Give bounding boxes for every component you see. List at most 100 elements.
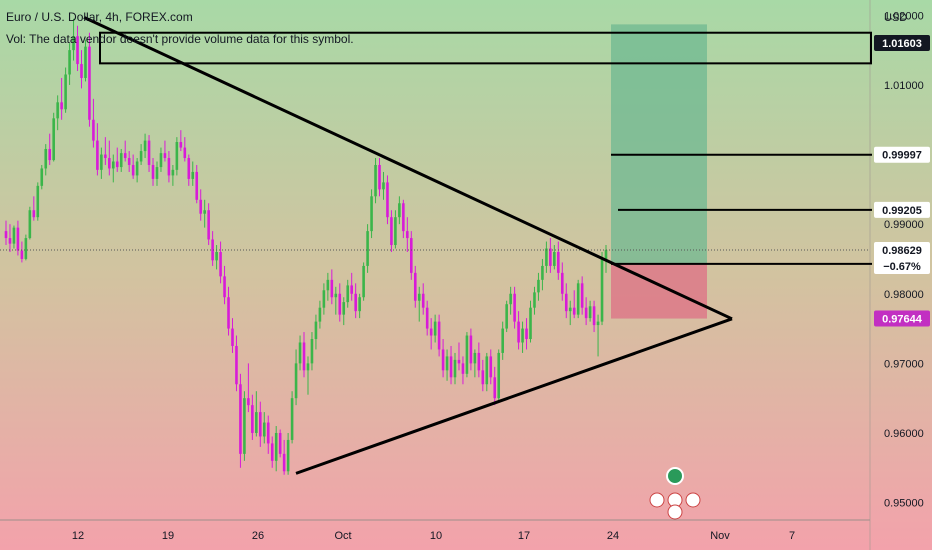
candle-body — [48, 148, 52, 161]
x-tick-label: 24 — [607, 530, 619, 542]
candle — [326, 272, 330, 301]
candle — [227, 286, 230, 336]
candle — [115, 147, 119, 172]
candle — [48, 133, 52, 165]
resistance-zone-box — [99, 31, 872, 65]
logo-badge — [649, 467, 701, 520]
price-tag: 0.99205 — [874, 201, 930, 218]
candle — [342, 297, 346, 326]
candle — [259, 401, 262, 447]
candle-body — [183, 147, 187, 159]
candle-body — [44, 148, 48, 169]
y-tick-label: 0.95000 — [884, 498, 924, 510]
candle-body — [604, 249, 608, 259]
candle — [32, 196, 36, 221]
candle-body — [549, 248, 552, 266]
candle-body — [243, 398, 246, 454]
candle — [386, 175, 389, 225]
candle-body — [374, 164, 377, 197]
candle — [409, 231, 413, 280]
candle — [513, 286, 516, 329]
candle — [580, 276, 584, 315]
candle-body — [580, 283, 584, 308]
candle-body — [505, 304, 508, 329]
candle — [465, 332, 469, 378]
candle — [199, 189, 203, 221]
candle — [382, 171, 385, 200]
candle — [485, 352, 489, 392]
candle — [322, 283, 326, 315]
candle — [413, 265, 417, 308]
candle — [374, 158, 377, 204]
loss-zone — [611, 263, 707, 319]
candle — [282, 439, 286, 475]
candle-body — [68, 50, 71, 75]
candle-body — [76, 36, 79, 65]
candle — [350, 272, 353, 301]
candle-body — [469, 335, 473, 364]
candle — [477, 342, 481, 378]
candle — [119, 148, 123, 172]
candle-body — [92, 119, 95, 141]
candle — [493, 366, 497, 406]
candle-body — [465, 335, 469, 374]
candle — [533, 286, 536, 315]
candle — [44, 144, 48, 176]
candle-body — [286, 439, 290, 472]
candle-body — [382, 182, 385, 190]
candle — [560, 262, 564, 301]
candle-body — [20, 250, 24, 259]
candle-body — [330, 279, 334, 298]
candle-body — [557, 251, 560, 273]
candle-body — [429, 328, 433, 336]
candle-body — [362, 265, 365, 298]
candle — [274, 426, 278, 472]
candle-body — [290, 398, 294, 440]
candle-body — [354, 293, 357, 312]
candle-body — [517, 321, 520, 343]
candle-body — [306, 363, 310, 371]
candle — [298, 335, 302, 371]
candle-body — [497, 352, 501, 399]
candle-body — [326, 279, 330, 291]
candle-body — [131, 164, 135, 176]
candle — [469, 328, 473, 371]
candle — [104, 137, 107, 165]
candle-body — [195, 171, 199, 200]
candle — [251, 394, 254, 440]
candle-body — [266, 422, 270, 444]
candle — [449, 345, 453, 385]
candle-body — [88, 46, 91, 120]
candle-body — [203, 210, 206, 214]
x-tick-label: 10 — [430, 530, 442, 542]
candle-body — [231, 328, 234, 346]
price-tag-box — [874, 310, 930, 327]
candle-body — [572, 307, 576, 315]
candle — [557, 241, 560, 280]
candle — [592, 300, 596, 333]
candle — [64, 67, 67, 113]
candle-body — [24, 238, 28, 259]
candle — [433, 314, 437, 343]
candle — [406, 217, 409, 252]
candle-body — [537, 279, 540, 293]
candle-body — [151, 164, 155, 179]
candle — [167, 151, 171, 183]
logo-top-circle — [666, 467, 684, 485]
candle — [394, 210, 397, 249]
candle-body — [159, 153, 163, 168]
candle — [314, 314, 318, 350]
candle-body — [310, 339, 314, 364]
candle-body — [449, 356, 453, 378]
candle-body — [441, 349, 445, 371]
candle — [203, 199, 206, 228]
candle-body — [119, 153, 123, 168]
y-tick-label: 1.02000 — [884, 10, 924, 22]
candle-body — [259, 412, 262, 437]
candle-body — [215, 251, 218, 261]
candle-body — [123, 153, 127, 159]
candle — [564, 283, 568, 319]
